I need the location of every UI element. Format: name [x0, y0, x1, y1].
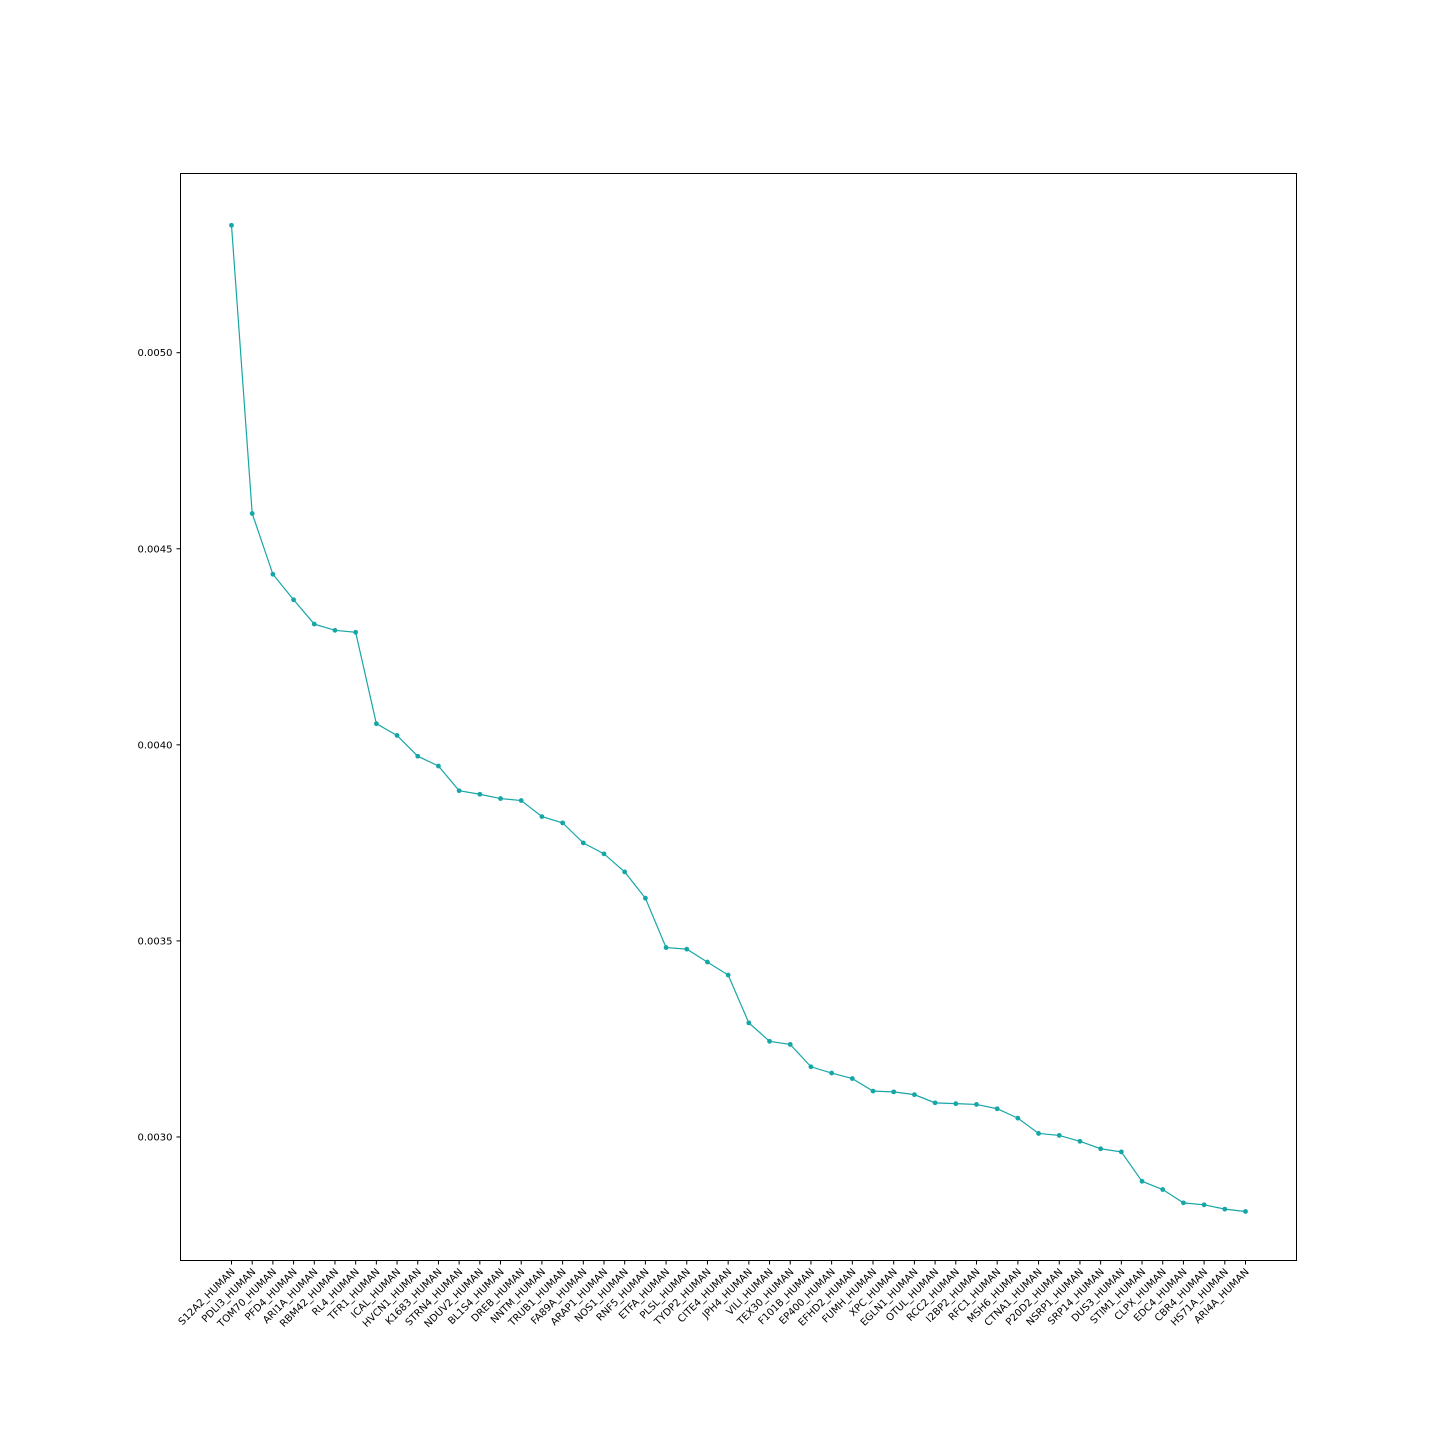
- data-point: [767, 1038, 772, 1044]
- data-point: [1243, 1209, 1248, 1214]
- data-point: [705, 959, 710, 965]
- data-point: [1056, 1133, 1062, 1138]
- data-point: [974, 1102, 979, 1107]
- data-point: [746, 1020, 752, 1026]
- data-point: [456, 788, 462, 794]
- plot-area-frame: [180, 173, 1297, 1261]
- series-line: [230, 225, 1246, 1213]
- data-point: [394, 733, 400, 738]
- data-point: [1181, 1200, 1186, 1206]
- data-point: [332, 627, 338, 633]
- data-point: [891, 1089, 897, 1095]
- data-point: [725, 972, 731, 978]
- data-point: [477, 791, 483, 797]
- data-point: [808, 1064, 814, 1070]
- y-tick-label: 0.0050: [138, 348, 173, 359]
- data-point: [787, 1042, 793, 1047]
- data-point: [1201, 1202, 1207, 1208]
- data-point: [249, 511, 255, 516]
- data-point: [1098, 1146, 1104, 1152]
- data-point: [994, 1106, 1000, 1112]
- data-point: [518, 798, 524, 803]
- data-point: [373, 721, 379, 727]
- data-point: [622, 869, 628, 875]
- data-point: [642, 895, 648, 901]
- data-point: [291, 597, 296, 603]
- data-point: [539, 814, 545, 820]
- data-point: [1160, 1187, 1166, 1192]
- y-tick-label: 0.0030: [138, 1132, 173, 1143]
- data-point: [1118, 1149, 1124, 1155]
- data-point: [849, 1076, 855, 1081]
- data-point: [353, 629, 359, 635]
- data-point: [311, 621, 317, 627]
- x-axis: S12A2_HUMANPDLI3_HUMANTOM70_HUMANPFD4_HU…: [177, 1260, 1252, 1331]
- data-point: [415, 753, 421, 759]
- data-point: [1222, 1206, 1228, 1212]
- data-point: [953, 1101, 959, 1107]
- data-point: [1077, 1138, 1083, 1144]
- data-point: [1036, 1131, 1041, 1136]
- y-tick-label: 0.0040: [138, 740, 173, 751]
- data-point: [870, 1088, 876, 1094]
- data-point: [932, 1100, 938, 1106]
- data-point: [829, 1070, 835, 1076]
- data-point: [580, 840, 586, 846]
- data-point: [1015, 1115, 1021, 1121]
- series-line-group: [229, 222, 1248, 1214]
- y-tick-label: 0.0035: [138, 936, 173, 947]
- data-point: [601, 851, 607, 857]
- data-point: [436, 763, 441, 769]
- data-point: [498, 796, 503, 801]
- data-point: [270, 571, 276, 577]
- data-point: [1139, 1178, 1145, 1184]
- data-point: [663, 945, 669, 950]
- data-point: [560, 820, 566, 826]
- data-point: [229, 222, 234, 228]
- y-axis: 0.0030 0.0035 0.0040 0.0045 0.0050: [138, 348, 181, 1143]
- data-point: [684, 946, 690, 952]
- data-point: [911, 1092, 917, 1098]
- y-tick-label: 0.0045: [138, 544, 173, 555]
